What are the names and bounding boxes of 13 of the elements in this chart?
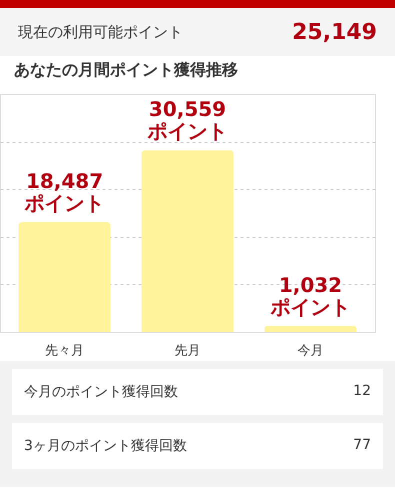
text: 今月のポイント獲得回数 [24, 383, 178, 401]
data-label: 18,487 ポイント [24, 169, 105, 215]
text: 25,149 [292, 20, 377, 44]
text: 12 [353, 383, 371, 401]
x-tick-label: 先々月 [45, 344, 84, 358]
text: 現在の利用可能ポイント [18, 22, 183, 42]
data-label: 30,559 ポイント [146, 97, 228, 144]
text: 3ヶ月のポイント獲得回数 [24, 437, 187, 455]
text: 77 [353, 437, 371, 455]
x-tick-label: 先月 [174, 344, 200, 358]
chart-title: あなたの月間ポイント獲得推移 [14, 60, 238, 79]
x-tick-label: 今月 [297, 344, 324, 358]
data-label: 1,032 ポイント [269, 272, 350, 319]
